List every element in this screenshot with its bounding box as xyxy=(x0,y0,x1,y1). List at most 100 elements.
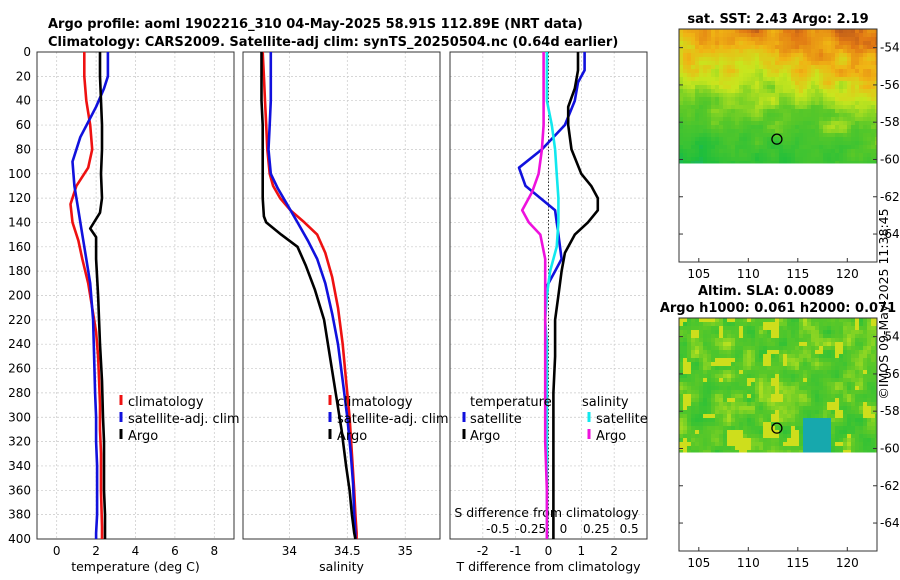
map-cell xyxy=(823,33,828,38)
map-cell xyxy=(691,149,696,154)
map-cell xyxy=(679,81,684,86)
map-cell xyxy=(743,153,748,158)
map-cell xyxy=(755,33,760,38)
map-cell xyxy=(851,57,856,62)
map-cell xyxy=(815,33,820,38)
map-cell xyxy=(779,161,784,164)
map-cell xyxy=(859,97,864,102)
map-cell xyxy=(735,73,740,78)
map-cell xyxy=(871,442,876,447)
map-cell xyxy=(739,422,744,427)
map-cell xyxy=(723,45,728,50)
map-cell xyxy=(815,434,820,439)
map-cell xyxy=(811,410,816,415)
map-cell xyxy=(859,390,864,395)
map-cell xyxy=(775,406,780,411)
map-cell xyxy=(803,402,808,407)
map-cell xyxy=(747,49,752,54)
map-cell xyxy=(819,422,824,427)
map-cell xyxy=(703,346,708,351)
map-cell xyxy=(847,125,852,130)
map-cell xyxy=(787,81,792,86)
map-cell xyxy=(823,354,828,359)
map-cell xyxy=(755,358,760,363)
map-cell xyxy=(847,430,852,435)
map-cell xyxy=(775,89,780,94)
map-cell xyxy=(799,105,804,110)
map-cell xyxy=(767,129,772,134)
map-cell xyxy=(803,157,808,162)
map-cell xyxy=(687,157,692,162)
map-cell xyxy=(815,105,820,110)
map-cell xyxy=(835,382,840,387)
map-cell xyxy=(843,57,848,62)
x-tick-label: 34 xyxy=(282,544,297,558)
x-tick-label: 0 xyxy=(53,544,61,558)
map-cell xyxy=(739,446,744,451)
map-cell xyxy=(863,141,868,146)
map-cell xyxy=(863,125,868,130)
map-cell xyxy=(727,149,732,154)
map-cell xyxy=(799,133,804,138)
map-cell xyxy=(719,446,724,451)
map-cell xyxy=(763,57,768,62)
map-cell xyxy=(787,117,792,122)
map-cell xyxy=(723,342,728,347)
map-cell xyxy=(851,29,856,34)
map-cell xyxy=(691,49,696,54)
map-cell xyxy=(779,322,784,327)
map-cell xyxy=(751,85,756,90)
map-cell xyxy=(863,117,868,122)
map-cell xyxy=(735,426,740,431)
map-cell xyxy=(819,446,824,451)
map-cell xyxy=(827,41,832,46)
map-cell xyxy=(739,414,744,419)
map-cell xyxy=(783,141,788,146)
map-cell xyxy=(859,402,864,407)
map-cell xyxy=(735,418,740,423)
map-cell xyxy=(723,410,728,415)
map-cell xyxy=(683,370,688,375)
map-cell xyxy=(707,137,712,142)
map-cell xyxy=(799,73,804,78)
map-cell xyxy=(759,161,764,164)
map-cell xyxy=(875,105,878,110)
map-cell xyxy=(739,394,744,399)
map-cell xyxy=(871,73,876,78)
map-cell xyxy=(791,382,796,387)
map-cell xyxy=(823,350,828,355)
map-cell xyxy=(679,362,684,367)
map-cell xyxy=(699,81,704,86)
map-cell xyxy=(839,438,844,443)
map-cell xyxy=(787,69,792,74)
map-cell xyxy=(795,105,800,110)
map-cell xyxy=(863,318,868,323)
map-cell xyxy=(687,41,692,46)
map-cell xyxy=(739,322,744,327)
map-cell xyxy=(791,330,796,335)
map-cell xyxy=(683,81,688,86)
map-cell xyxy=(787,386,792,391)
map-cell xyxy=(735,161,740,164)
map-cell xyxy=(719,49,724,54)
map-cell xyxy=(731,113,736,118)
map-cell xyxy=(823,157,828,162)
map-cell xyxy=(723,406,728,411)
map-cell xyxy=(827,318,832,323)
map-cell xyxy=(775,442,780,447)
map-cell xyxy=(747,446,752,451)
legend-label: Argo xyxy=(470,429,500,444)
map-cell xyxy=(683,33,688,38)
map-cell xyxy=(855,133,860,138)
map-cell xyxy=(819,382,824,387)
map-cell xyxy=(791,374,796,379)
map-cell xyxy=(787,149,792,154)
map-cell xyxy=(783,153,788,158)
map-cell xyxy=(699,137,704,142)
map-cell xyxy=(847,418,852,423)
map-cell xyxy=(811,81,816,86)
map-cell xyxy=(683,141,688,146)
map-cell xyxy=(731,326,736,331)
map-cell xyxy=(811,354,816,359)
map-cell xyxy=(787,442,792,447)
